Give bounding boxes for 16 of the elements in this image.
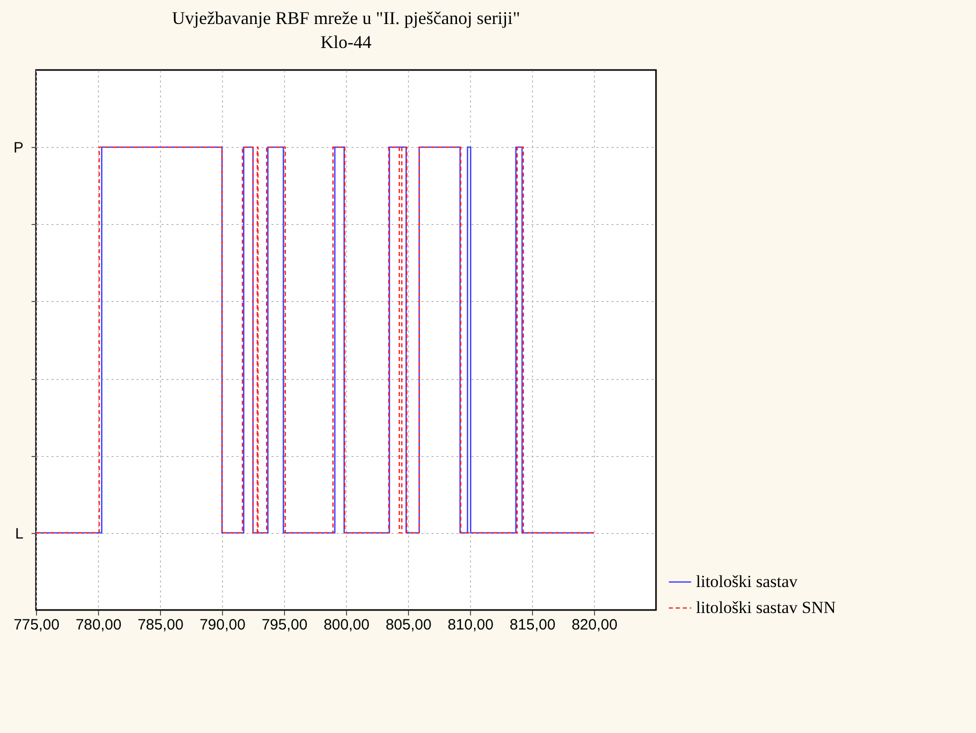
x-tick-label: 805,00	[386, 616, 432, 634]
x-tick-label: 775,00	[14, 616, 60, 634]
x-tick-label: 810,00	[448, 616, 494, 634]
x-tick-label: 790,00	[200, 616, 246, 634]
text: L	[15, 525, 24, 542]
chart-title: Uvježbavanje RBF mreže u "II. pješčanoj seriji"	[172, 8, 520, 28]
x-tick-label: 780,00	[76, 616, 122, 634]
chart-subtitle: Klo-44	[320, 32, 372, 52]
legend-label: litološki sastav SNN	[696, 598, 836, 617]
x-tick-label: 795,00	[262, 616, 308, 634]
text: P	[13, 140, 24, 157]
legend-label: litološki sastav	[696, 572, 798, 591]
x-tick-label: 800,00	[324, 616, 370, 634]
x-tick-label: 785,00	[138, 616, 184, 634]
x-tick-label: 815,00	[510, 616, 556, 634]
x-tick-label: 820,00	[572, 616, 618, 634]
